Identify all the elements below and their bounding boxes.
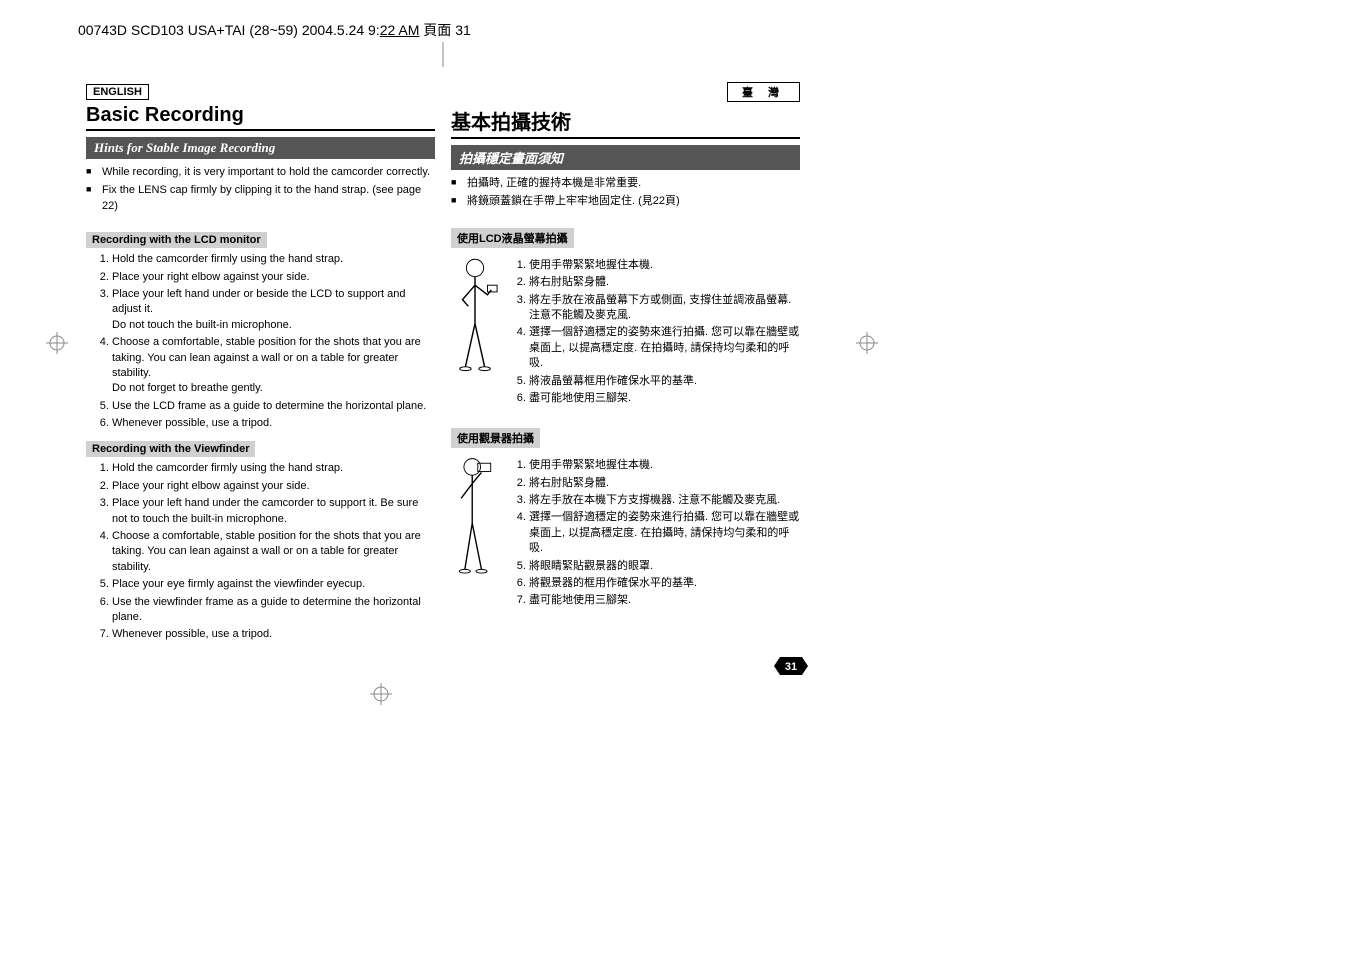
title-en: Basic Recording	[86, 104, 435, 131]
list-item: 將左手放在本機下方支撐機器. 注意不能觸及麥克風.	[529, 493, 800, 508]
zh-subheading-lcd: 使用LCD液晶螢幕拍攝	[451, 228, 574, 248]
list-item: 選擇一個舒適穩定的姿勢來進行拍攝. 您可以靠在牆壁或桌面上, 以提高穩定度. 在…	[529, 325, 800, 371]
header-a: 00743D SCD103 USA+TAI (28~59) 2004.5.24 …	[78, 22, 380, 38]
list-item: Use the viewfinder frame as a guide to d…	[112, 595, 435, 626]
zh-bullet-2: 將鏡頭蓋鎖在手帶上牢牢地固定住. (見22頁)	[451, 194, 800, 209]
zh-bullets: 拍攝時, 正確的握持本機是非常重要. 將鏡頭蓋鎖在手帶上牢牢地固定住. (見22…	[451, 176, 800, 210]
registration-bottom-icon	[370, 683, 392, 705]
list-item: 使用手帶緊緊地握住本機.	[529, 258, 800, 273]
zh-list-lcd: 使用手帶緊緊地握住本機. 將右肘貼緊身體. 將左手放在液晶螢幕下方或側面, 支撐…	[529, 258, 800, 409]
en-bullet-1: While recording, it is very important to…	[86, 165, 435, 180]
list-item: 將觀景器的框用作確保水平的基準.	[529, 576, 800, 591]
en-bullets: While recording, it is very important to…	[86, 165, 435, 214]
en-subheading-lcd: Recording with the LCD monitor	[86, 232, 267, 248]
doc-header: 00743D SCD103 USA+TAI (28~59) 2004.5.24 …	[78, 20, 471, 40]
zh-list-viewfinder: 使用手帶緊緊地握住本機. 將右肘貼緊身體. 將左手放在本機下方支撐機器. 注意不…	[529, 458, 800, 611]
section-heading-zh: 拍攝穩定畫面須知	[451, 145, 800, 170]
taiwan-label: 臺 灣	[727, 82, 800, 102]
list-item: Place your right elbow against your side…	[112, 479, 435, 494]
list-item: Place your right elbow against your side…	[112, 270, 435, 285]
section-heading-en: Hints for Stable Image Recording	[86, 137, 435, 159]
list-item: Whenever possible, use a tripod.	[112, 416, 435, 431]
zh-bullet-1: 拍攝時, 正確的握持本機是非常重要.	[451, 176, 800, 191]
title-zh: 基本拍攝技術	[451, 106, 800, 139]
registration-right-icon	[856, 332, 878, 354]
person-viewfinder-icon	[451, 454, 499, 574]
en-bullet-2: Fix the LENS cap firmly by clipping it t…	[86, 183, 435, 214]
crop-top-center	[443, 42, 444, 67]
list-item: Use the LCD frame as a guide to determin…	[112, 399, 435, 414]
en-list-viewfinder: Hold the camcorder firmly using the hand…	[112, 461, 435, 642]
list-item: 盡可能地使用三腳架.	[529, 391, 800, 406]
list-item: 將液晶螢幕框用作確保水平的基準.	[529, 374, 800, 389]
list-item: 將左手放在液晶螢幕下方或側面, 支撐住並調液晶螢幕. 注意不能觸及麥克風.	[529, 293, 800, 324]
registration-left-icon	[46, 332, 68, 354]
list-item: Hold the camcorder firmly using the hand…	[112, 461, 435, 476]
list-item: 使用手帶緊緊地握住本機.	[529, 458, 800, 473]
zh-subheading-viewfinder: 使用觀景器拍攝	[451, 428, 540, 448]
list-item: Place your left hand under or beside the…	[112, 287, 435, 333]
list-item: Place your eye firmly against the viewfi…	[112, 577, 435, 592]
list-item: 將眼睛緊貼觀景器的眼罩.	[529, 559, 800, 574]
english-label: ENGLISH	[86, 84, 149, 100]
list-item: 選擇一個舒適穩定的姿勢來進行拍攝. 您可以靠在牆壁或桌面上, 以提高穩定度. 在…	[529, 510, 800, 556]
header-b: 22 AM	[380, 22, 420, 38]
en-list-lcd: Hold the camcorder firmly using the hand…	[112, 252, 435, 431]
list-item: Whenever possible, use a tripod.	[112, 627, 435, 642]
page-content: ENGLISH Basic Recording Hints for Stable…	[78, 42, 808, 645]
en-subheading-viewfinder: Recording with the Viewfinder	[86, 441, 255, 457]
chinese-column: 臺 灣 基本拍攝技術 拍攝穩定畫面須知 拍攝時, 正確的握持本機是非常重要. 將…	[443, 82, 808, 645]
list-item: 將右肘貼緊身體.	[529, 275, 800, 290]
list-item: Choose a comfortable, stable position fo…	[112, 529, 435, 575]
list-item: 盡可能地使用三腳架.	[529, 593, 800, 608]
list-item: Place your left hand under the camcorder…	[112, 496, 435, 527]
list-item: Hold the camcorder firmly using the hand…	[112, 252, 435, 267]
list-item: 將右肘貼緊身體.	[529, 476, 800, 491]
header-c: 頁面 31	[419, 22, 470, 38]
svg-text:31: 31	[785, 661, 797, 673]
page-number-badge: 31	[774, 657, 808, 675]
list-item: Choose a comfortable, stable position fo…	[112, 335, 435, 397]
person-lcd-icon	[451, 254, 499, 374]
english-column: ENGLISH Basic Recording Hints for Stable…	[78, 82, 443, 645]
